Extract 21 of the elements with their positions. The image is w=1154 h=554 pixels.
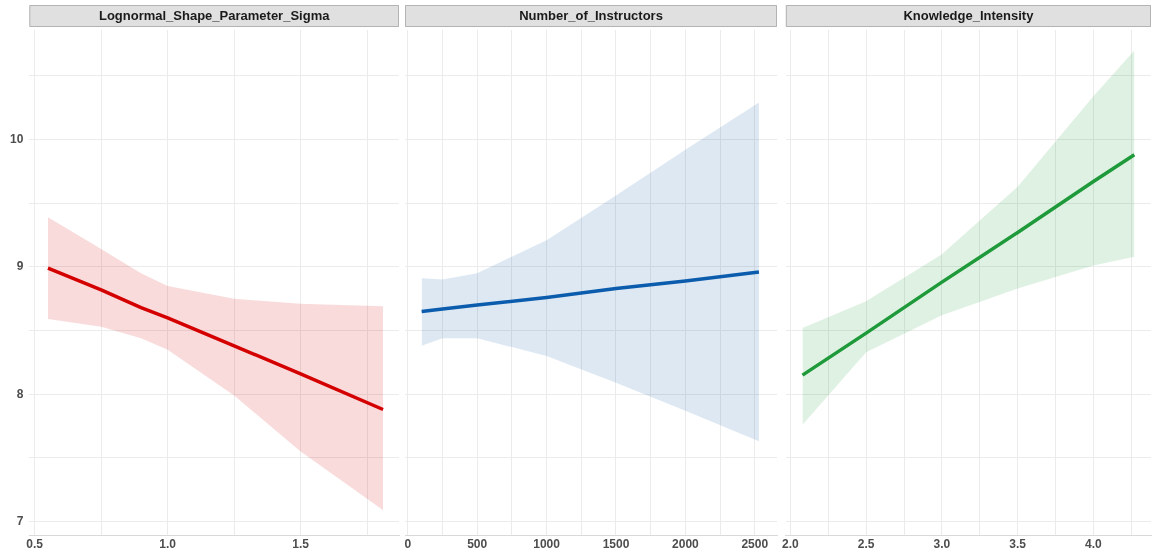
x-tick-label: 0.5 — [26, 537, 44, 552]
y-tick-label: 10 — [9, 131, 24, 146]
x-tick-label: 1000 — [533, 537, 561, 552]
y-tick-label: 8 — [16, 386, 24, 401]
y-tick-label: 7 — [16, 513, 24, 528]
x-tick-label: 1.0 — [159, 537, 177, 552]
x-tick-label: 3.0 — [933, 537, 951, 552]
x-tick-label: 0 — [404, 537, 412, 552]
x-tick-label: 1.5 — [292, 537, 310, 552]
x-tick-label: 1500 — [602, 537, 630, 552]
x-tick-label: 2500 — [741, 537, 769, 552]
x-tick-label: 4.0 — [1085, 537, 1103, 552]
x-tick-label: 2.0 — [782, 537, 800, 552]
x-tick-label: 500 — [467, 537, 488, 552]
chart-title: Number_of_Instructors — [519, 8, 663, 24]
chart-title: Lognormal_Shape_Parameter_Sigma — [98, 8, 331, 24]
y-tick-label: 9 — [16, 259, 24, 274]
chart-title: Knowledge_Intensity — [903, 8, 1035, 24]
x-tick-label: 3.5 — [1009, 537, 1027, 552]
x-tick-label: 2000 — [672, 537, 700, 552]
x-tick-label: 2.5 — [857, 537, 875, 552]
